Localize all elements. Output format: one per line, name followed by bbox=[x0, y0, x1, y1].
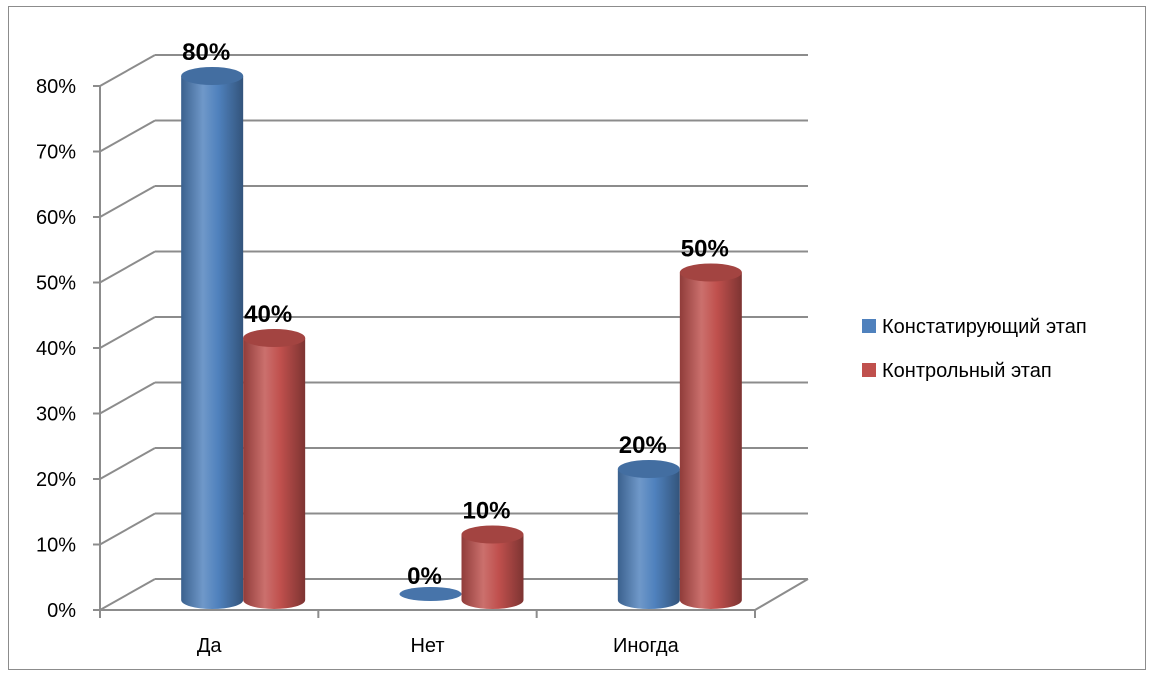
legend-label: Констатирующий этап bbox=[882, 316, 1087, 338]
y-tick-labels: 0% 10% 20% 30% 40% 50% 60% 70% 80% bbox=[36, 76, 76, 622]
data-label: 50% bbox=[681, 236, 729, 263]
bar bbox=[461, 525, 524, 609]
y-tick-label: 60% bbox=[36, 207, 76, 229]
x-tick-label: Да bbox=[197, 635, 223, 657]
y-tick-label: 80% bbox=[36, 76, 76, 98]
y-tick-label: 50% bbox=[36, 273, 76, 295]
y-tick-label: 20% bbox=[36, 469, 76, 491]
legend-item: Контрольный этап bbox=[862, 360, 1052, 382]
floor-edge bbox=[754, 578, 809, 611]
bar bbox=[243, 329, 306, 609]
bar bbox=[679, 263, 742, 609]
bar bbox=[181, 67, 244, 609]
legend-item: Констатирующий этап bbox=[862, 316, 1087, 338]
data-label: 20% bbox=[619, 432, 667, 459]
y-tick-label: 70% bbox=[36, 142, 76, 164]
data-label: 80% bbox=[182, 39, 230, 66]
data-labels: 80% 0% 20% 40% 10% 50% bbox=[182, 39, 729, 590]
axes bbox=[93, 85, 809, 618]
gridline bbox=[99, 54, 808, 87]
x-tick-label: Нет bbox=[410, 635, 444, 657]
legend: Констатирующий этап Контрольный этап bbox=[862, 316, 1087, 382]
data-label: 10% bbox=[462, 498, 510, 525]
y-tick-label: 0% bbox=[47, 600, 76, 622]
legend-swatch bbox=[862, 319, 876, 333]
data-label: 0% bbox=[407, 563, 442, 590]
y-tick-label: 40% bbox=[36, 338, 76, 360]
data-label: 40% bbox=[244, 301, 292, 328]
x-tick-labels: Да Нет Иногда bbox=[197, 635, 680, 657]
gridline bbox=[99, 185, 808, 218]
bar bbox=[399, 587, 462, 601]
bars bbox=[181, 67, 742, 609]
gridline bbox=[99, 119, 808, 153]
legend-swatch bbox=[862, 363, 876, 377]
y-tick-label: 10% bbox=[36, 535, 76, 557]
x-tick-label: Иногда bbox=[613, 635, 680, 657]
y-tick-label: 30% bbox=[36, 404, 76, 426]
bar bbox=[617, 460, 680, 609]
legend-label: Контрольный этап bbox=[882, 360, 1052, 382]
gridline bbox=[99, 250, 808, 284]
